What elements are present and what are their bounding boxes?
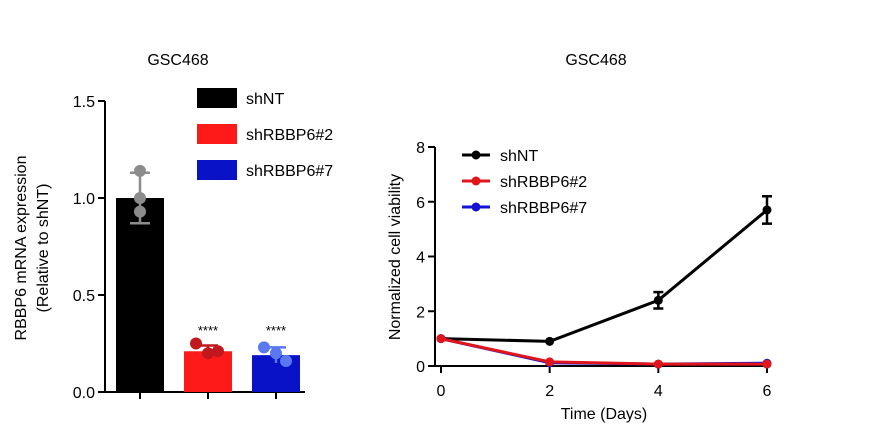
series-line-shRBBP6#7: [440, 337, 768, 366]
legend-label: shRBBP6#7: [500, 200, 587, 217]
bar-data-point: [270, 347, 282, 360]
bar-chart-y-tick-label: 1.5: [73, 94, 95, 111]
bar-shNT: [116, 198, 164, 392]
bar-chart-y-axis: 0.0 0.5 1.0 1.5: [73, 94, 106, 402]
line-chart-title: GSC468: [565, 52, 626, 69]
series-point-shNT: [762, 205, 772, 215]
legend-label: shRBBP6#7: [246, 163, 333, 180]
legend-swatch-shRBBP6#2: [197, 124, 237, 144]
series-line-shRBBP6#2: [440, 337, 767, 366]
legend-label: shNT: [246, 91, 284, 108]
legend-label: shRBBP6#2: [246, 127, 333, 144]
bar-chart-y-tick-label: 0.5: [73, 288, 95, 305]
line-chart-legend: shNT shRBBP6#2 shRBBP6#7: [462, 148, 587, 217]
bar-chart-ylabel-line-2: (Relative to shNT): [35, 184, 52, 313]
line-chart-xlabel: Time (Days): [561, 406, 648, 423]
bar-data-point: [134, 205, 146, 218]
bar-chart-legend: shNT shRBBP6#2 shRBBP6#7: [197, 88, 333, 180]
line-chart-y-tick-label: 6: [416, 195, 425, 212]
bar-significance-label: ****: [266, 323, 286, 338]
line-chart-ylabel: Normalized cell viability: [387, 174, 404, 340]
legend-swatch-shRBBP6#7: [197, 160, 237, 180]
series-point-shRBBP6#2: [653, 359, 663, 369]
series-point-shRBBP6#2: [762, 359, 772, 369]
bar-chart-y-tick-label: 1.0: [73, 191, 95, 208]
bar-data-point: [280, 354, 292, 367]
legend-swatch-shNT: [197, 88, 237, 108]
line-chart-series: [436, 195, 772, 369]
bar-data-point: [190, 337, 202, 350]
cell-viability-line-chart: GSC468 Normalized cell viability Time (D…: [387, 52, 772, 423]
line-chart-y-tick-label: 2: [416, 304, 425, 321]
line-chart-x-tick-label: 6: [763, 383, 772, 400]
bar-chart-bars: **** ****: [116, 164, 300, 392]
rbbp6-expression-bar-chart: GSC468 RBBP6 mRNA expression (Relative t…: [13, 52, 333, 402]
line-chart-x-tick-label: 4: [654, 383, 663, 400]
legend-marker-shRBBP6#7: [471, 202, 481, 212]
bar-chart-title: GSC468: [147, 52, 208, 69]
line-chart-y-tick-label: 8: [416, 140, 425, 157]
bar-data-point: [212, 345, 224, 358]
legend-label: shNT: [500, 148, 538, 165]
bar-significance-label: ****: [198, 323, 218, 338]
series-point-shRBBP6#2: [545, 357, 555, 367]
legend-marker-shRBBP6#2: [471, 176, 481, 186]
bar-chart-y-tick-label: 0.0: [73, 385, 95, 402]
bar-data-point: [202, 347, 214, 360]
line-chart-x-tick-label: 2: [545, 383, 554, 400]
bar-data-point: [258, 341, 270, 354]
series-point-shNT: [545, 336, 555, 346]
line-chart-axes: 0 2 4 6 8 0 2 4 6: [416, 140, 771, 400]
series-line-shNT: [440, 208, 768, 343]
line-chart-y-tick-label: 4: [416, 250, 425, 267]
bar-chart-x-axis: [105, 391, 305, 399]
series-point-shNT: [653, 295, 663, 305]
legend-marker-shNT: [471, 150, 481, 160]
bar-data-point: [134, 164, 146, 177]
bar-data-point: [134, 192, 146, 204]
line-chart-x-tick-label: 0: [437, 383, 446, 400]
series-point-shRBBP6#2: [436, 334, 446, 344]
legend-label: shRBBP6#2: [500, 174, 587, 191]
bar-chart-ylabel-line-1: RBBP6 mRNA expression: [13, 156, 30, 341]
line-chart-y-tick-label: 0: [416, 359, 425, 376]
